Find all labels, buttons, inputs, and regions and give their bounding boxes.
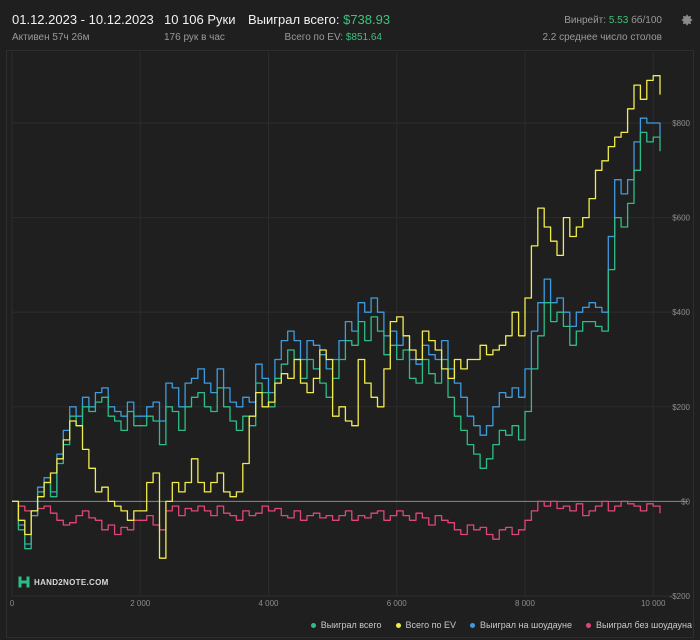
y-tick-label: $400	[672, 308, 690, 317]
x-tick-label: 10 000	[641, 599, 666, 608]
y-tick-label: $200	[672, 403, 690, 412]
y-tick-label: $0	[681, 497, 690, 506]
legend-color-dot	[470, 622, 476, 628]
x-tick-label: 4 000	[258, 599, 279, 608]
series-line-3	[12, 500, 661, 540]
series-line-0	[12, 131, 661, 550]
legend-label: Выиграл на шоудауне	[480, 620, 572, 630]
date-block: 01.12.2023 - 10.12.2023 Активен 57ч 26м	[12, 12, 154, 45]
won-label: Выиграл всего:	[248, 12, 340, 27]
hands-per-hour: 176 рук в час	[164, 32, 225, 43]
legend-color-dot	[586, 622, 591, 628]
y-tick-label: $600	[672, 214, 690, 223]
hands-count: 10 106 Руки	[164, 12, 236, 27]
active-time: Активен 57ч 26м	[12, 32, 90, 43]
legend-label: Выиграл всего	[320, 620, 382, 630]
winrate-unit: бб/100	[631, 15, 662, 26]
series-line-2	[12, 117, 661, 545]
ev-label: Всего по EV:	[284, 32, 344, 43]
legend-label: Всего по EV	[405, 620, 457, 630]
series-layer	[12, 75, 661, 559]
gear-icon[interactable]	[680, 13, 694, 27]
date-range: 01.12.2023 - 10.12.2023	[12, 12, 154, 27]
legend-label: Выиграл без шоудауна	[596, 620, 692, 630]
legend-color-dot	[310, 622, 316, 628]
axis-layer: 0 2 000 4 000 6 000 8 000 10 000 -$200 $0 $200 $4…	[10, 119, 691, 608]
won-block: Выиграл всего: $738.93 Всего по EV: $851…	[248, 12, 390, 45]
x-tick-label: 8 000	[515, 599, 536, 608]
stats-header: 01.12.2023 - 10.12.2023 Активен 57ч 26м …	[0, 0, 700, 50]
y-tick-label: $800	[672, 119, 690, 128]
won-value: $738.93	[343, 12, 391, 27]
ev-value: $851.64	[345, 32, 382, 43]
x-tick-label: 2 000	[130, 599, 151, 608]
legend-item[interactable]: Выиграл без шоудауна	[586, 620, 692, 630]
legend-color-dot	[395, 622, 401, 628]
hands-block: 10 106 Руки 176 рук в час	[164, 12, 236, 45]
x-tick-label: 0	[10, 599, 15, 608]
x-tick-label: 6 000	[387, 599, 408, 608]
hand2note-logo: HAND2NOTE.COM	[18, 576, 109, 588]
logo-text: HAND2NOTE.COM	[34, 577, 109, 587]
legend-item[interactable]: Выиграл на шоудауне	[470, 620, 572, 630]
tables-average: 2.2 среднее число столов	[542, 32, 662, 43]
grid-layer	[11, 52, 688, 597]
winrate-label: Винрейт:	[564, 15, 607, 26]
hand2note-logo-icon	[18, 576, 30, 588]
legend-item[interactable]: Всего по EV	[395, 620, 457, 630]
winrate-value: 5.53	[608, 15, 629, 26]
legend-item[interactable]: Выиграл всего	[310, 620, 382, 630]
series-line-1	[12, 75, 661, 559]
y-tick-label: -$200	[670, 592, 691, 601]
chart-legend: Выиграл всего Всего по EV Выиграл на шоуда…	[310, 620, 692, 630]
chart-frame	[6, 50, 694, 638]
winrate-block: Винрейт: 5.53 бб/100 2.2 среднее число с…	[492, 12, 662, 45]
